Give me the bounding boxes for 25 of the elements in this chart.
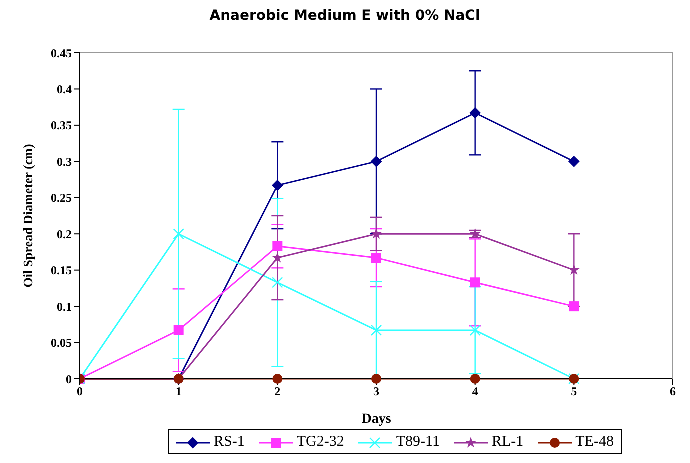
legend-label: RS-1 <box>214 434 245 451</box>
x-tick-label: 4 <box>472 384 478 399</box>
y-tick-label: 0.45 <box>51 46 72 60</box>
legend-label: RL-1 <box>492 434 524 451</box>
x-tick-label: 3 <box>374 384 380 399</box>
x-axis-title: Days <box>362 412 392 427</box>
y-tick-label: 0.15 <box>51 264 72 278</box>
x-tick-label: 0 <box>77 384 83 399</box>
x-tick-label: 2 <box>274 384 281 399</box>
legend-label: TG2-32 <box>296 434 344 451</box>
x-tick-label: 6 <box>670 384 676 399</box>
y-tick-label: 0.05 <box>51 336 72 350</box>
legend-label: TE-48 <box>576 434 614 451</box>
y-tick-label: 0.3 <box>57 154 72 169</box>
chart-title: Anaerobic Medium E with 0% NaCl <box>208 8 482 26</box>
y-axis-title: Oil Spread Diameter (cm) <box>20 144 36 288</box>
y-tick-label: 0 <box>66 372 72 386</box>
y-tick-label: 0.35 <box>51 118 72 133</box>
y-tick-label: 0.2 <box>57 227 72 242</box>
legend-label: T89-11 <box>396 434 440 451</box>
y-tick-label: 0.1 <box>57 300 72 314</box>
x-tick-label: 1 <box>176 384 182 399</box>
x-tick-label: 5 <box>571 384 578 399</box>
y-tick-label: 0.25 <box>51 191 72 206</box>
y-tick-label: 0.4 <box>57 82 72 96</box>
